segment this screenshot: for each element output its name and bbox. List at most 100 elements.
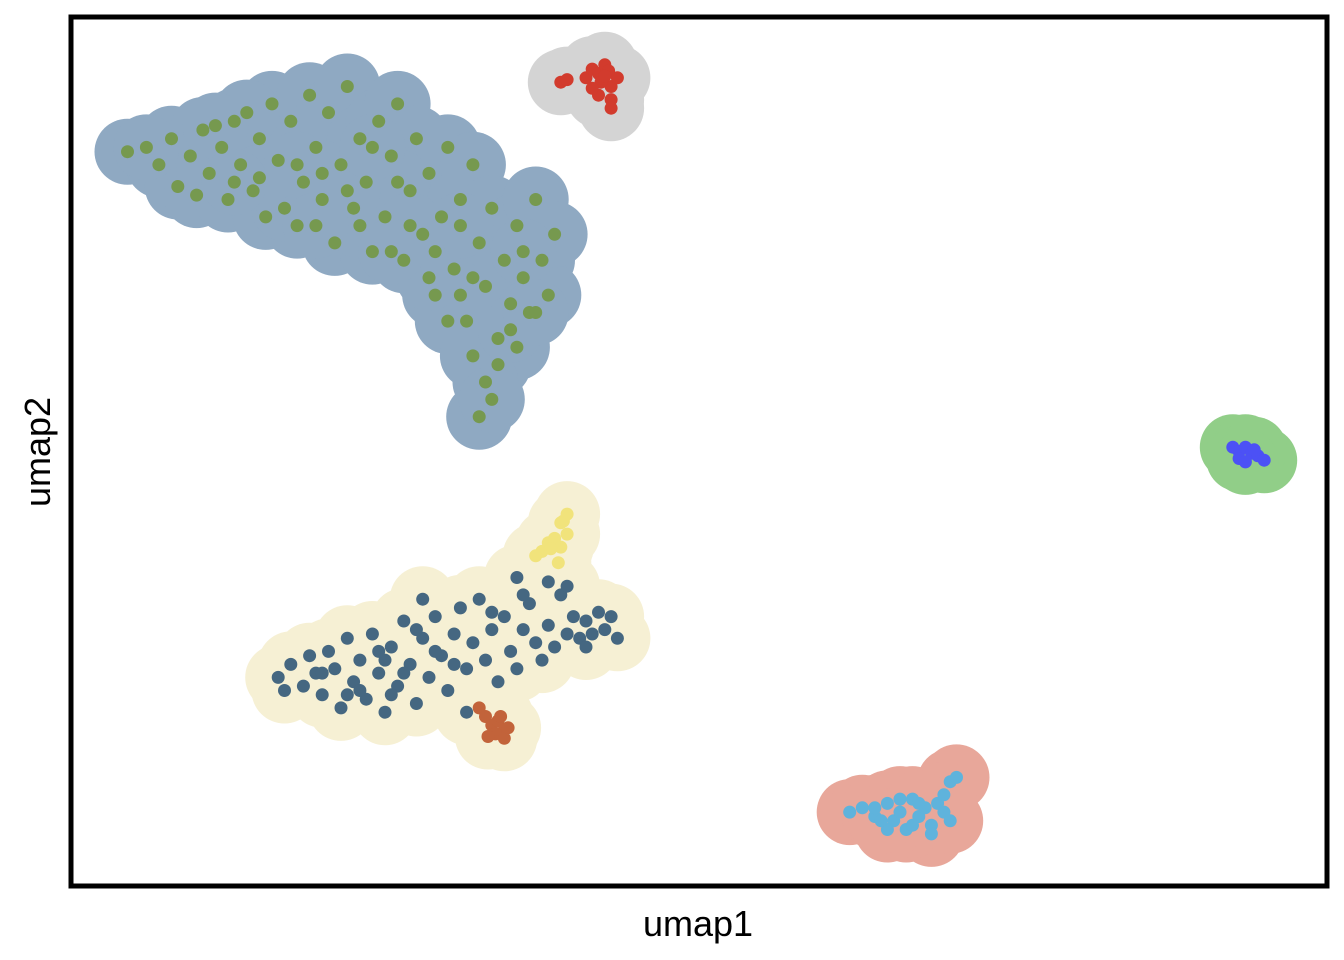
data-point-center-left-33 (491, 675, 505, 689)
data-point-upper-left-32 (378, 210, 392, 224)
data-point-layer (121, 58, 1271, 841)
data-point-upper-left-16 (271, 153, 285, 167)
data-point-center-left-3 (303, 649, 317, 663)
data-point-upper-left-4 (183, 149, 197, 163)
data-point-center-left-39 (529, 636, 543, 650)
data-point-orange-tail-7 (481, 730, 495, 743)
data-point-upper-left-18 (290, 219, 304, 233)
data-point-top-center-1 (560, 73, 574, 87)
data-point-bottom-right-16 (868, 801, 882, 815)
data-point-upper-left-25 (334, 158, 348, 172)
data-point-center-left-40 (535, 653, 549, 667)
data-point-upper-left-86 (529, 306, 543, 319)
data-point-center-left-44 (560, 627, 574, 641)
data-point-upper-left-13 (252, 132, 266, 146)
data-point-upper-left-21 (309, 140, 323, 154)
data-point-upper-left-1 (152, 158, 166, 172)
data-point-yellow-tail-5 (529, 549, 543, 563)
data-point-upper-left-47 (472, 236, 486, 250)
data-point-center-left-30 (472, 592, 486, 606)
data-point-center-left-28 (460, 662, 474, 676)
data-point-upper-left-46 (466, 158, 480, 172)
data-point-upper-left-31 (372, 114, 386, 128)
data-point-yellow-tail-10 (544, 542, 558, 556)
data-point-upper-left-62 (315, 166, 329, 180)
data-point-orange-tail-9 (501, 721, 515, 735)
data-point-upper-left-38 (416, 227, 430, 241)
data-point-center-left-66 (340, 688, 354, 702)
data-point-upper-left-84 (453, 288, 467, 302)
data-point-center-left-14 (372, 666, 386, 680)
data-point-far-right-5 (1257, 453, 1271, 467)
data-point-yellow-tail-9 (554, 516, 568, 530)
data-point-upper-left-0 (121, 145, 134, 159)
data-point-center-left-69 (579, 640, 593, 654)
data-point-upper-left-59 (548, 227, 562, 241)
data-point-upper-left-52 (504, 297, 518, 311)
data-point-bottom-right-21 (893, 792, 907, 806)
data-point-upper-left-51 (497, 253, 511, 267)
data-point-upper-left-77 (340, 184, 354, 198)
data-point-center-left-29 (466, 636, 480, 650)
data-point-upper-left-58 (541, 288, 555, 302)
data-point-orange-tail-6 (497, 731, 511, 745)
data-point-upper-left-54 (516, 271, 530, 285)
data-point-center-left-8 (334, 701, 348, 715)
data-point-center-left-65 (372, 644, 386, 658)
data-point-upper-left-89 (227, 175, 241, 189)
data-point-center-left-15 (378, 705, 392, 719)
data-point-upper-left-28 (353, 132, 367, 146)
data-point-upper-left-70 (472, 410, 486, 424)
data-point-upper-left-74 (139, 140, 153, 154)
data-point-upper-left-15 (265, 97, 279, 111)
data-point-upper-left-24 (328, 236, 342, 250)
data-point-upper-left-27 (347, 201, 361, 215)
data-point-center-left-62 (485, 605, 499, 619)
data-point-upper-left-53 (510, 219, 524, 233)
cluster-points-far-right (1226, 440, 1271, 469)
cluster-halo-bottom-right (816, 744, 990, 867)
cluster-points-orange-tail (472, 701, 515, 745)
data-point-center-left-27 (453, 601, 467, 615)
data-point-center-left-56 (460, 705, 474, 719)
data-point-top-center-12 (585, 81, 599, 95)
data-point-upper-left-19 (296, 175, 310, 189)
data-point-yellow-tail-3 (554, 540, 568, 554)
data-point-upper-left-48 (479, 279, 492, 293)
data-point-center-left-16 (384, 640, 398, 654)
data-point-upper-left-43 (447, 262, 461, 276)
data-point-bottom-right-18 (950, 770, 963, 784)
data-point-yellow-tail-6 (551, 556, 565, 570)
data-point-yellow-tail-4 (560, 527, 574, 541)
data-point-upper-left-23 (322, 106, 335, 120)
data-point-center-left-36 (510, 662, 524, 676)
data-point-center-left-20 (409, 697, 423, 710)
data-point-center-left-71 (384, 688, 398, 702)
data-point-center-left-68 (560, 579, 574, 593)
data-point-bottom-right-22 (912, 796, 926, 810)
data-point-upper-left-44 (453, 193, 467, 206)
data-point-bottom-right-14 (906, 818, 919, 832)
data-point-center-left-50 (598, 623, 612, 637)
data-point-upper-left-69 (441, 314, 455, 328)
cluster-points-top-center (554, 58, 624, 115)
data-point-center-left-18 (397, 614, 411, 628)
data-point-upper-left-61 (278, 201, 291, 215)
data-point-center-left-6 (322, 644, 335, 658)
data-point-center-left-51 (604, 610, 618, 624)
data-point-upper-left-87 (384, 245, 398, 259)
data-point-upper-left-39 (422, 166, 436, 180)
data-point-bottom-right-20 (937, 788, 951, 802)
data-point-upper-left-37 (409, 132, 423, 146)
data-point-center-left-49 (592, 605, 605, 619)
data-point-center-left-1 (284, 657, 298, 671)
data-point-upper-left-49 (485, 201, 499, 215)
cluster-points-yellow-tail (529, 507, 574, 570)
y-axis-label: umap2 (17, 397, 58, 507)
data-point-upper-left-6 (196, 123, 210, 137)
data-point-upper-left-63 (353, 219, 367, 233)
data-point-upper-left-72 (466, 349, 480, 363)
data-point-top-center-13 (604, 101, 618, 115)
data-point-upper-left-57 (535, 253, 549, 267)
data-point-orange-tail-8 (494, 710, 508, 723)
